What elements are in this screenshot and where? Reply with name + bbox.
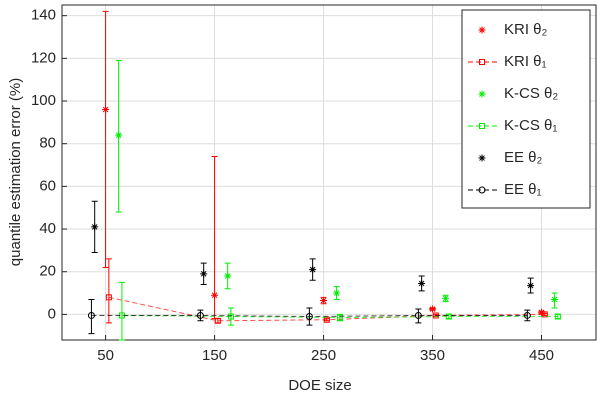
- error-bar: [102, 10, 109, 268]
- data-point: [224, 272, 232, 280]
- legend-marker: [478, 186, 486, 194]
- error-bar: [306, 307, 313, 326]
- data-point: [309, 266, 317, 274]
- data-point: [320, 297, 328, 305]
- data-point: [414, 311, 422, 319]
- data-point: [200, 270, 208, 278]
- data-point: [105, 294, 112, 301]
- data-point: [211, 291, 219, 299]
- error-bar: [415, 308, 422, 324]
- data-point: [102, 106, 110, 114]
- x-tick-label: 50: [97, 347, 114, 364]
- data-point: [527, 282, 535, 290]
- error-bar: [524, 309, 531, 322]
- data-point: [196, 311, 204, 319]
- legend-marker: [479, 123, 485, 129]
- data-point: [523, 311, 531, 319]
- error-bar: [105, 258, 112, 324]
- data-point: [538, 308, 546, 316]
- x-axis-label: DOE size: [288, 377, 351, 394]
- error-bar: [88, 298, 95, 335]
- x-tick-label: 450: [529, 347, 554, 364]
- y-tick-label: 20: [39, 263, 56, 280]
- data-point: [115, 131, 123, 139]
- data-point: [336, 314, 343, 321]
- y-tick-label: 40: [39, 220, 56, 237]
- y-tick-label: 100: [31, 92, 56, 109]
- error-bar: [227, 307, 234, 326]
- legend-box: [461, 9, 591, 209]
- error-bar: [118, 281, 125, 341]
- data-point: [227, 313, 234, 320]
- data-point: [551, 295, 559, 303]
- data-point: [87, 311, 95, 319]
- legend-label: EE θ₂: [504, 149, 543, 166]
- y-tick-label: 80: [39, 135, 56, 152]
- data-point: [429, 305, 437, 313]
- error-bar: [197, 309, 204, 322]
- data-point: [91, 223, 99, 231]
- legend-label: KRI θ₂: [504, 21, 548, 38]
- data-point: [445, 313, 452, 320]
- data-point: [442, 294, 450, 302]
- x-tick-label: 350: [420, 347, 445, 364]
- y-tick-label: 0: [48, 305, 56, 322]
- y-axis-label: quantile estimation error (%): [7, 78, 24, 266]
- data-point: [418, 279, 426, 287]
- legend-marker: [478, 26, 486, 34]
- legend-label: EE θ₁: [504, 181, 542, 198]
- legend-label: KRI θ₁: [504, 53, 547, 70]
- x-tick-label: 250: [311, 347, 336, 364]
- y-tick-label: 140: [31, 7, 56, 24]
- legend-marker: [478, 154, 486, 162]
- y-tick-label: 120: [31, 49, 56, 66]
- legend-label: K-CS θ₁: [504, 117, 557, 134]
- x-tick-label: 150: [202, 347, 227, 364]
- data-point: [214, 317, 221, 324]
- data-point: [554, 313, 561, 320]
- legend-marker: [478, 90, 486, 98]
- legend-marker: [479, 59, 485, 65]
- legend-label: K-CS θ₂: [504, 85, 558, 102]
- data-point: [333, 289, 341, 297]
- data-point: [541, 311, 548, 318]
- data-point: [305, 313, 313, 321]
- plot-frame: [61, 4, 597, 341]
- y-tick-label: 60: [39, 177, 56, 194]
